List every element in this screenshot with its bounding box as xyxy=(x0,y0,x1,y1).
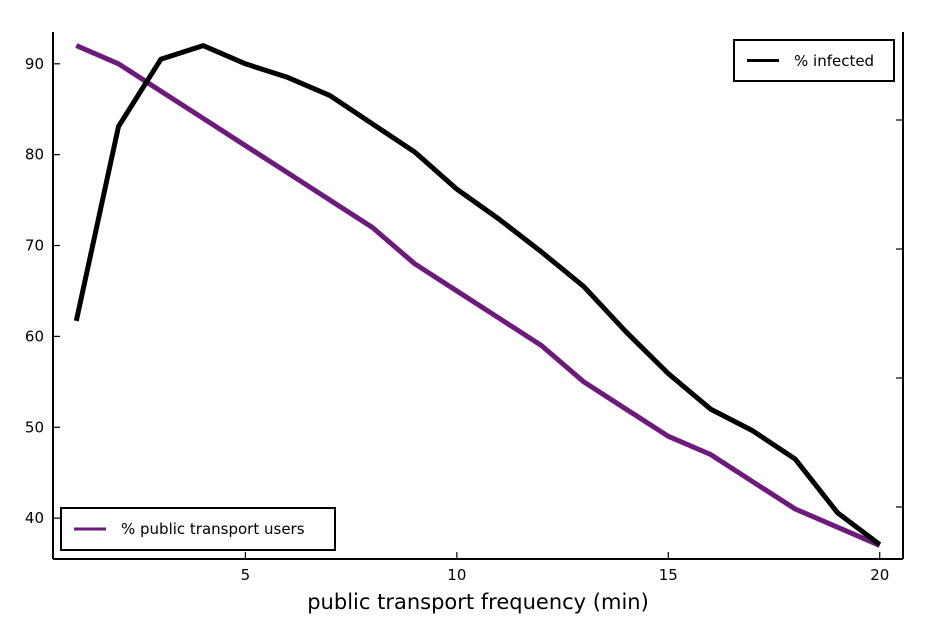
x-tick-label: 10 xyxy=(447,566,466,584)
x-tick-label: 15 xyxy=(659,566,678,584)
series-lines xyxy=(73,43,882,548)
plot-frame xyxy=(52,32,904,560)
x-tick-label: 20 xyxy=(870,566,889,584)
y-tick-label: 80 xyxy=(25,146,44,164)
legend-public-transport-users: % public transport users xyxy=(60,507,336,551)
series-line-public-transport-users xyxy=(75,43,881,548)
axis-ticks: 5 10 15 20 40 50 60 70 80 90 xyxy=(25,55,903,584)
y-tick-label: 70 xyxy=(25,237,44,255)
y-tick-label: 90 xyxy=(25,55,44,73)
legend-infected: % infected xyxy=(733,39,895,82)
legend-label-infected: % infected xyxy=(794,52,874,70)
series-line-infected xyxy=(73,43,882,547)
y-tick-label: 40 xyxy=(25,509,44,527)
y-tick-label: 60 xyxy=(25,327,44,345)
x-axis-label: public transport frequency (min) xyxy=(307,590,649,614)
legend-label-users: % public transport users xyxy=(121,520,305,538)
legend-box-users xyxy=(60,507,336,551)
y-tick-label: 50 xyxy=(25,418,44,436)
x-tick-label: 5 xyxy=(241,566,251,584)
